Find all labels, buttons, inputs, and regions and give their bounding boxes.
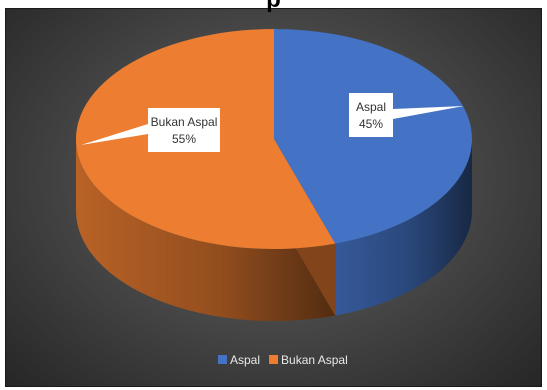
legend-item-aspal: Aspal (218, 353, 260, 367)
legend-label: Aspal (230, 353, 260, 367)
legend-swatch (218, 355, 227, 364)
data-label-category: Bukan Aspal (151, 115, 218, 129)
chart-area: Aspal 45% Bukan Aspal 55% Aspal Bukan Aspal (5, 8, 542, 387)
data-label-bukan-aspal: Bukan Aspal 55% (81, 108, 220, 152)
legend-item-bukan-aspal: Bukan Aspal (269, 353, 348, 367)
data-label-value: 45% (359, 117, 383, 131)
data-label-value: 55% (172, 132, 196, 146)
legend-swatch (269, 355, 279, 364)
chart-title: p (0, 0, 547, 14)
slice-side-bukan-aspal (76, 139, 336, 321)
legend: Aspal Bukan Aspal (218, 353, 348, 367)
pie-chart: Aspal 45% Bukan Aspal 55% Aspal Bukan Aspal (75, 29, 472, 367)
slice-side-aspal (335, 139, 472, 316)
legend-label: Bukan Aspal (281, 353, 348, 367)
data-label-aspal: Aspal 45% (349, 93, 464, 137)
data-label-category: Aspal (356, 100, 386, 114)
